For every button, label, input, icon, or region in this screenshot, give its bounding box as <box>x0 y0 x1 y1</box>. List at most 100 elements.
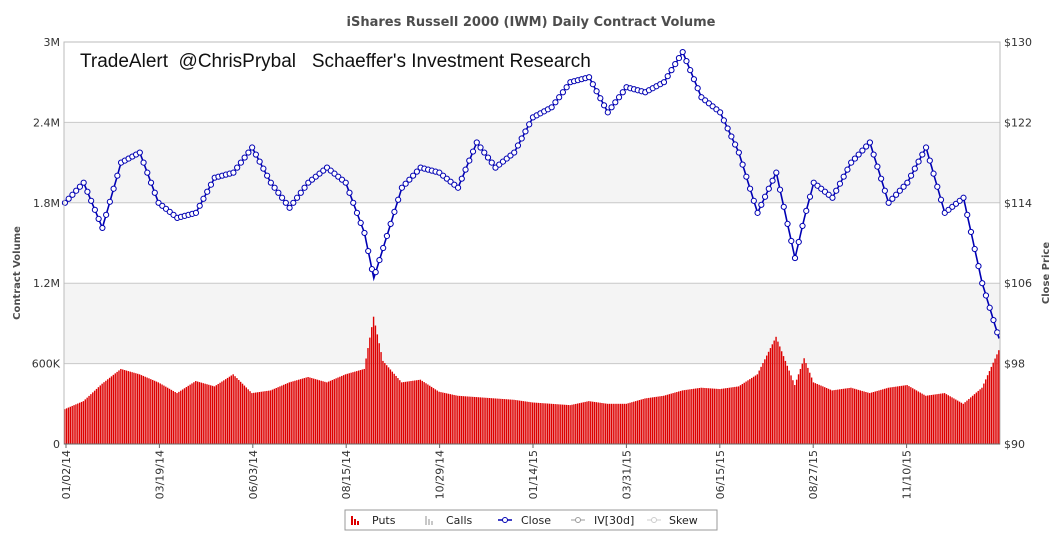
put-volume-bar <box>299 379 302 444</box>
put-volume-bar <box>498 398 500 444</box>
put-volume-bar <box>153 380 156 444</box>
legend-item-puts[interactable]: Puts <box>351 514 396 527</box>
put-volume-bar <box>565 404 568 444</box>
legend: Puts Calls Close IV[30d] Skew <box>344 509 718 531</box>
close-price-point <box>615 94 623 101</box>
put-volume-bar <box>687 389 689 444</box>
put-volume-bar <box>253 392 255 444</box>
put-volume-bar <box>211 385 214 444</box>
close-price-point <box>769 177 776 184</box>
put-volume-bar <box>938 393 940 444</box>
close-price-point <box>361 229 368 237</box>
put-volume-bar <box>397 378 399 444</box>
put-volume-bar <box>356 371 358 444</box>
put-volume-bar <box>123 370 126 444</box>
put-volume-bar <box>457 395 459 444</box>
put-volume-bar <box>95 388 98 444</box>
put-volume-bar <box>344 374 347 444</box>
put-volume-bar <box>840 389 843 444</box>
close-price-point <box>911 165 918 172</box>
put-volume-bar <box>872 392 875 444</box>
put-volume-bar <box>485 397 487 444</box>
put-volume-bar <box>736 386 738 444</box>
put-volume-bars <box>64 316 1000 444</box>
close-price-point <box>80 179 87 186</box>
put-volume-bar <box>127 371 130 444</box>
put-volume-bar <box>805 363 807 444</box>
close-price-point <box>930 170 937 177</box>
put-volume-bar <box>917 391 920 444</box>
close-price-point <box>466 157 473 164</box>
put-volume-bar <box>337 377 339 444</box>
legend-item-close[interactable]: Close <box>498 514 551 527</box>
close-price-point <box>260 165 267 172</box>
put-volume-bar <box>743 382 745 444</box>
put-volume-bar <box>788 370 790 444</box>
legend-item-iv30d[interactable]: IV[30d] <box>571 514 634 527</box>
put-volume-bar <box>331 379 334 444</box>
put-volume-bar <box>777 341 779 444</box>
put-volume-bar <box>298 379 300 444</box>
x-tick-label: 06/15/15 <box>714 450 727 499</box>
close-price-point <box>893 191 900 198</box>
legend-item-skew[interactable]: Skew <box>647 514 698 527</box>
close-price-point <box>454 184 462 191</box>
put-volume-bar <box>151 379 154 444</box>
put-volume-bar <box>717 388 719 444</box>
put-volume-bar <box>296 380 298 444</box>
close-price-point <box>720 117 727 124</box>
put-volume-bar <box>584 401 586 444</box>
left-tick-label: 1.8M <box>33 197 60 210</box>
put-volume-bar <box>818 384 820 444</box>
close-price-point <box>293 194 301 201</box>
put-volume-bar <box>264 391 266 444</box>
put-volume-bar <box>466 396 468 444</box>
put-volume-bar <box>142 375 145 444</box>
put-volume-bar <box>771 344 774 444</box>
put-volume-bar <box>423 382 425 444</box>
close-price-point <box>851 155 859 162</box>
put-volume-bar <box>747 380 749 444</box>
put-volume-bar <box>223 380 225 444</box>
close-price-point <box>514 142 522 149</box>
close-price-point <box>855 151 862 158</box>
put-volume-bar <box>616 403 618 444</box>
close-price-point <box>106 198 113 205</box>
put-volume-bar <box>631 402 633 444</box>
close-price-point <box>683 57 690 65</box>
close-price-point <box>114 172 121 179</box>
put-volume-bar <box>897 386 899 444</box>
put-volume-bar <box>494 398 496 444</box>
close-price-point <box>971 245 978 253</box>
close-price-point <box>398 184 405 191</box>
put-volume-bar <box>352 372 354 444</box>
put-volume-bar <box>107 379 109 444</box>
put-volume-bar <box>767 351 770 444</box>
left-tick-label: 600K <box>32 358 61 371</box>
legend-item-calls[interactable]: Calls <box>425 514 473 527</box>
put-volume-bar <box>958 401 961 444</box>
put-volume-bar <box>125 370 128 444</box>
close-price-point <box>735 149 742 156</box>
close-price-point <box>391 208 398 215</box>
put-volume-bar <box>348 373 350 444</box>
close-price-point <box>196 202 203 209</box>
close-price-point <box>881 187 888 194</box>
put-volume-bar <box>642 398 644 444</box>
put-volume-bar <box>168 388 171 444</box>
put-volume-bar <box>737 386 740 444</box>
close-price-point <box>256 158 263 165</box>
put-volume-bar <box>567 405 569 444</box>
x-tick-label: 01/02/14 <box>60 450 73 499</box>
put-volume-bar <box>522 401 525 444</box>
put-volume-bar <box>88 395 90 444</box>
put-volume-bar <box>692 388 695 444</box>
put-volume-bar <box>953 398 955 444</box>
put-volume-bar <box>230 375 233 444</box>
put-volume-bar <box>342 375 345 444</box>
close-price-point <box>563 84 570 91</box>
put-volume-bar <box>560 404 562 444</box>
put-volume-bar <box>369 337 371 444</box>
put-volume-bar <box>573 404 575 444</box>
close-price-point <box>271 184 278 191</box>
